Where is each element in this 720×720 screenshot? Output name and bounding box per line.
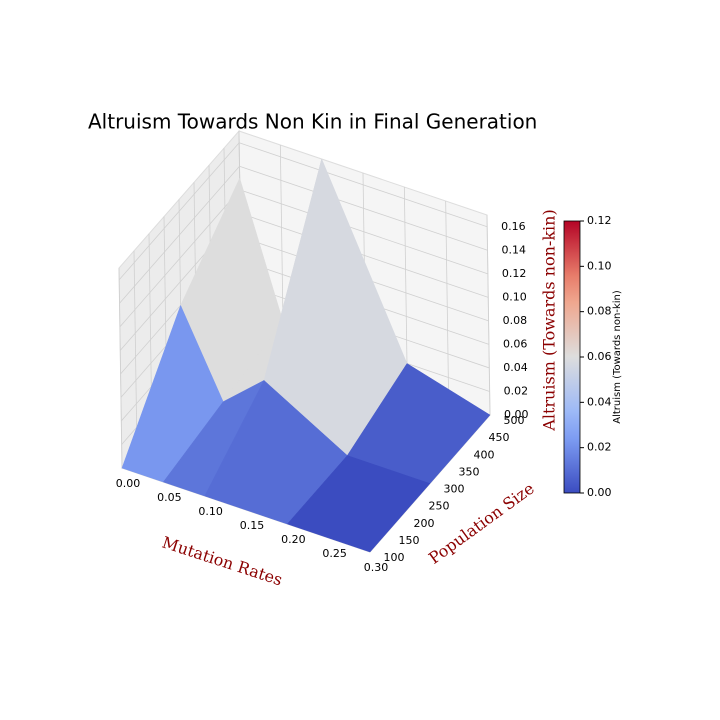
surface-face [286, 455, 431, 553]
y-axis-label: Population Size [425, 479, 538, 568]
colorbar-tick-label: 0.04 [587, 395, 612, 408]
grid-line [119, 166, 240, 304]
colorbar-tick-label: 0.02 [587, 441, 612, 454]
z-tick-label: 0.16 [501, 220, 526, 233]
x-tick-label: 0.00 [116, 477, 141, 490]
grid-line [486, 214, 491, 416]
colorbar-label: Altruism (Towards non-kin) [612, 290, 623, 424]
y-tick-label: 300 [444, 483, 465, 496]
z-tick-label: 0.08 [503, 314, 528, 327]
x-tick-label: 0.25 [322, 547, 347, 560]
y-tick-label: 450 [489, 431, 510, 444]
y-tick-label: 100 [384, 551, 405, 564]
colorbar-tick-label: 0.10 [587, 259, 612, 272]
z-tick-label: 0.10 [502, 290, 527, 303]
y-tick-label: 200 [414, 517, 435, 530]
x-tick-label: 0.15 [240, 519, 265, 532]
x-tick-label: 0.30 [364, 561, 389, 574]
y-tick-label: 400 [474, 448, 495, 461]
colorbar-tick-label: 0.12 [587, 214, 612, 227]
z-axis-label: Altruism (Towards non-kin) [540, 209, 559, 431]
grid-line [239, 189, 489, 275]
grid-line [119, 189, 241, 328]
x-tick-label: 0.10 [198, 505, 223, 518]
grid-line [118, 267, 123, 469]
z-tick-label: 0.14 [502, 243, 527, 256]
grid-line [240, 212, 489, 298]
z-tick-label: 0.06 [503, 337, 528, 350]
y-tick-label: 500 [504, 414, 525, 427]
z-tick-label: 0.00 [504, 408, 529, 421]
colorbar [563, 220, 581, 494]
colorbar-tick-label: 0.00 [587, 486, 612, 499]
z-tick-label: 0.12 [502, 267, 526, 280]
grid-line [118, 142, 240, 281]
colorbar-tick-label: 0.06 [587, 350, 612, 363]
x-tick-label: 0.05 [157, 491, 182, 504]
x-axis-label: Mutation Rates [160, 533, 285, 590]
chart-title: Altruism Towards Non Kin in Final Genera… [88, 110, 537, 134]
grid-line [239, 142, 488, 228]
grid-line [133, 250, 138, 451]
grid-line [445, 200, 450, 402]
grid-line [239, 165, 488, 251]
z-tick-label: 0.02 [504, 384, 529, 397]
grid-line [403, 186, 408, 388]
x-tick-label: 0.20 [281, 533, 306, 546]
z-tick-label: 0.04 [503, 361, 528, 374]
colorbar-tick-label: 0.08 [587, 305, 612, 318]
y-tick-label: 250 [429, 500, 450, 513]
y-tick-label: 150 [399, 534, 420, 547]
y-tick-label: 350 [459, 465, 480, 478]
